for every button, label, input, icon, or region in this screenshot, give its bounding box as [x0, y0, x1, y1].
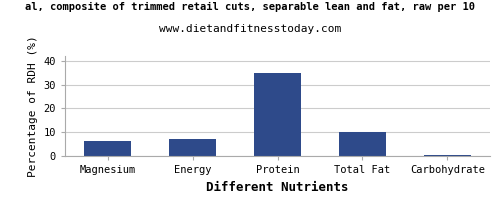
Text: al, composite of trimmed retail cuts, separable lean and fat, raw per 10: al, composite of trimmed retail cuts, se… [25, 2, 475, 12]
Bar [169, 139, 216, 156]
Bar [339, 132, 386, 156]
Y-axis label: Percentage of RDH (%): Percentage of RDH (%) [28, 35, 38, 177]
Bar [424, 155, 470, 156]
Bar [254, 73, 301, 156]
Bar [84, 141, 131, 156]
X-axis label: Different Nutrients: Different Nutrients [206, 181, 349, 194]
Text: www.dietandfitnesstoday.com: www.dietandfitnesstoday.com [159, 24, 341, 34]
